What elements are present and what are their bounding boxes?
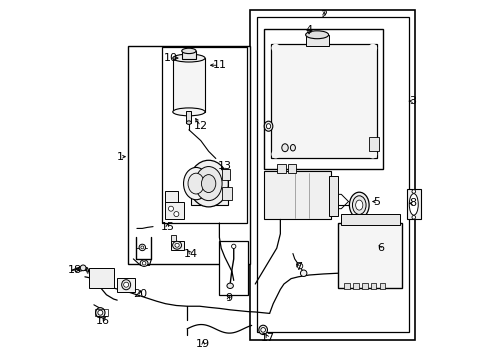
Ellipse shape xyxy=(271,150,280,158)
Bar xyxy=(222,169,230,180)
Ellipse shape xyxy=(297,264,302,269)
Ellipse shape xyxy=(80,265,86,271)
Ellipse shape xyxy=(187,173,203,194)
Ellipse shape xyxy=(201,175,215,193)
Ellipse shape xyxy=(123,282,128,287)
Text: 5: 5 xyxy=(373,197,380,207)
Bar xyxy=(164,202,183,220)
Bar xyxy=(271,44,376,158)
Ellipse shape xyxy=(96,308,105,318)
Ellipse shape xyxy=(368,150,376,158)
Ellipse shape xyxy=(175,243,179,247)
Bar xyxy=(305,35,328,45)
Bar xyxy=(128,45,249,264)
Ellipse shape xyxy=(264,121,272,131)
Text: 15: 15 xyxy=(160,222,174,231)
Ellipse shape xyxy=(260,328,265,332)
Text: 3: 3 xyxy=(408,96,415,106)
Ellipse shape xyxy=(281,144,287,152)
Ellipse shape xyxy=(182,48,196,54)
Text: 7: 7 xyxy=(294,262,301,272)
Ellipse shape xyxy=(349,192,368,218)
Bar xyxy=(222,187,231,200)
Bar xyxy=(352,283,358,289)
Bar xyxy=(370,283,376,289)
Ellipse shape xyxy=(411,190,415,193)
Ellipse shape xyxy=(411,216,415,219)
Ellipse shape xyxy=(139,244,145,251)
Ellipse shape xyxy=(172,241,181,249)
Text: 1: 1 xyxy=(117,152,124,162)
Ellipse shape xyxy=(140,260,148,266)
Text: 4: 4 xyxy=(305,25,312,35)
Ellipse shape xyxy=(266,124,270,129)
Bar xyxy=(406,189,420,220)
Ellipse shape xyxy=(172,108,204,116)
Ellipse shape xyxy=(226,283,233,288)
Ellipse shape xyxy=(305,31,328,39)
Text: 9: 9 xyxy=(224,293,232,303)
Bar xyxy=(164,191,178,205)
Ellipse shape xyxy=(195,167,222,201)
Ellipse shape xyxy=(141,246,143,249)
Bar xyxy=(88,268,113,288)
Bar xyxy=(171,241,183,250)
Text: 12: 12 xyxy=(193,121,207,131)
Text: 16: 16 xyxy=(96,316,110,325)
Text: 17: 17 xyxy=(260,333,274,343)
Ellipse shape xyxy=(98,310,102,315)
Ellipse shape xyxy=(142,261,145,265)
Bar xyxy=(264,30,382,169)
Bar xyxy=(172,58,204,112)
Text: 11: 11 xyxy=(212,60,226,70)
Ellipse shape xyxy=(79,267,82,271)
Ellipse shape xyxy=(300,270,306,276)
Ellipse shape xyxy=(183,167,208,200)
Ellipse shape xyxy=(258,325,267,334)
Bar xyxy=(328,176,337,216)
Text: 18: 18 xyxy=(68,265,82,275)
Text: 14: 14 xyxy=(183,248,197,258)
Ellipse shape xyxy=(188,160,228,207)
Bar xyxy=(94,309,107,316)
Text: 13: 13 xyxy=(217,161,231,171)
Bar xyxy=(276,164,285,173)
Text: 10: 10 xyxy=(163,53,178,63)
Bar xyxy=(264,171,330,220)
Text: 19: 19 xyxy=(196,339,210,349)
Bar xyxy=(171,234,176,241)
Ellipse shape xyxy=(174,212,179,217)
Bar xyxy=(368,137,378,151)
Bar xyxy=(287,164,296,173)
Bar xyxy=(219,241,247,295)
Bar xyxy=(190,169,228,205)
Bar xyxy=(249,10,414,339)
Bar xyxy=(162,47,247,223)
Ellipse shape xyxy=(368,44,376,52)
Text: 8: 8 xyxy=(408,198,416,208)
Bar xyxy=(182,51,196,59)
Ellipse shape xyxy=(186,121,191,125)
Bar xyxy=(341,214,400,225)
Ellipse shape xyxy=(408,194,417,215)
Ellipse shape xyxy=(271,44,280,52)
Text: 2: 2 xyxy=(320,10,327,20)
Text: 6: 6 xyxy=(377,243,384,253)
Bar xyxy=(117,278,135,292)
Ellipse shape xyxy=(172,54,204,62)
Bar xyxy=(361,283,367,289)
Ellipse shape xyxy=(352,196,366,215)
Bar xyxy=(186,111,191,123)
Ellipse shape xyxy=(231,244,235,248)
Bar xyxy=(257,17,408,332)
Ellipse shape xyxy=(355,200,362,210)
Ellipse shape xyxy=(122,280,130,290)
Text: 20: 20 xyxy=(133,289,147,299)
Bar xyxy=(379,283,385,289)
Bar xyxy=(343,283,349,289)
Ellipse shape xyxy=(168,206,173,211)
Ellipse shape xyxy=(290,144,295,151)
Bar xyxy=(337,223,402,288)
